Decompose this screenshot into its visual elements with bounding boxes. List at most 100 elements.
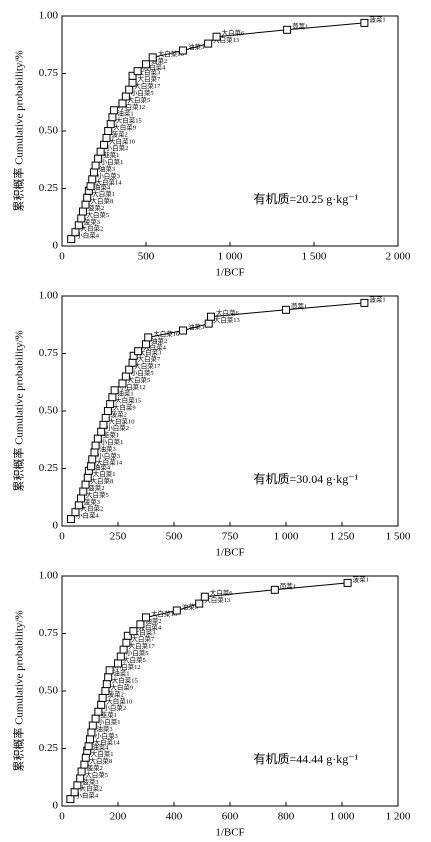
point-label: 大白菜16 — [153, 329, 180, 338]
point-label: 大白菜5 — [127, 375, 150, 384]
point — [108, 113, 117, 122]
y-tick-label: 0.50 — [39, 405, 59, 417]
point — [212, 32, 221, 41]
point — [79, 487, 88, 496]
panel: 0 0.25 0.50 0.75 1.00 0 200 400 600 800 1 000 1 200… — [12, 570, 411, 839]
point-label: 小白菜2 — [106, 423, 129, 432]
point-label: 油菜4 — [92, 742, 109, 751]
y-tick-label: 1.00 — [39, 290, 59, 302]
y-tick-label: 1.00 — [39, 570, 59, 582]
point-label: 大白菜4 — [138, 623, 162, 632]
x-axis-label: 1/BCF — [215, 267, 244, 279]
point — [74, 221, 83, 230]
point-label: 茼蒿1 — [280, 581, 296, 590]
y-tick-label: 0.50 — [39, 685, 59, 697]
point-label: 大白菜5 — [85, 770, 108, 779]
y-axis-label: 累积概率 Cumulative probability/% — [12, 330, 26, 491]
point-label: 大白菜13 — [213, 35, 239, 44]
point-label: 大白菜4 — [143, 63, 167, 72]
point-label: 油菜2 — [151, 56, 167, 65]
point-label: 小白菜4 — [76, 511, 100, 520]
point — [87, 462, 96, 471]
x-tick-label: 500 — [138, 251, 155, 263]
x-tick-label: 600 — [222, 811, 239, 823]
point — [83, 473, 92, 482]
point — [81, 753, 90, 762]
point — [99, 420, 108, 429]
point — [67, 235, 76, 244]
point-label: 油菜2 — [151, 336, 167, 345]
point — [204, 319, 213, 328]
point-label: 茼蒿1 — [291, 301, 307, 310]
point — [106, 120, 115, 129]
point — [129, 627, 138, 636]
point — [76, 774, 85, 783]
point-label: 大白菜9 — [113, 402, 136, 411]
point-label: 韭菜1 — [103, 430, 119, 439]
y-tick-label: 1.00 — [39, 10, 59, 22]
x-tick-label: 1 000 — [330, 811, 355, 823]
point-label: 大白菜7 — [131, 634, 155, 643]
point-label: 大白菜3 — [139, 347, 162, 356]
point — [104, 127, 113, 135]
point-label: 小白菜4 — [76, 231, 100, 240]
point-label: 大白菜7 — [138, 74, 162, 83]
point-label: 大白菜16 — [158, 49, 185, 58]
point — [101, 687, 110, 695]
point-label: 大白菜5 — [86, 210, 109, 219]
point-label: 大白菜2 — [80, 224, 103, 233]
panel: 0 0.25 0.50 0.75 1.00 0 250 500 750 1 000 1 250 1 5… — [12, 290, 411, 559]
point-label: 大白菜2 — [80, 784, 103, 793]
point — [97, 700, 106, 709]
point — [128, 78, 137, 87]
point — [101, 413, 110, 422]
point — [94, 154, 103, 163]
point-label: 大白菜17 — [134, 361, 161, 370]
y-tick-label: 0.25 — [39, 742, 59, 754]
point-label: 小白菜1 — [98, 717, 121, 726]
y-tick-label: 0 — [53, 800, 59, 812]
point-label: 大白菜14 — [96, 178, 123, 187]
y-tick-label: 0.75 — [39, 627, 59, 639]
point — [106, 400, 115, 409]
point-label: 油菜1 — [113, 669, 129, 678]
point — [77, 494, 86, 503]
x-tick-label: 400 — [166, 811, 183, 823]
point — [66, 795, 75, 804]
point — [144, 333, 153, 342]
point-label: 小白菜5 — [126, 648, 149, 657]
point — [119, 645, 128, 654]
point — [148, 53, 157, 62]
point — [360, 18, 369, 27]
point-label: 大白菜16 — [151, 609, 178, 618]
point-label: 油菜3 — [188, 42, 204, 51]
panel: 0 0.25 0.50 0.75 1.00 0 500 1 000 1 500 2 000 1/BC… — [12, 10, 411, 279]
point-label: 小白菜12 — [119, 102, 145, 111]
y-tick-label: 0.25 — [39, 462, 59, 474]
point-label: 大白菜10 — [109, 136, 135, 145]
point — [93, 434, 102, 443]
point — [122, 638, 131, 647]
point — [70, 788, 79, 797]
point — [118, 99, 127, 108]
x-tick-label: 1 200 — [386, 811, 411, 823]
point — [121, 92, 130, 101]
point — [100, 140, 108, 149]
point — [77, 767, 86, 776]
point — [108, 393, 117, 402]
point — [114, 659, 122, 668]
point — [89, 168, 98, 177]
point-label: 小白菜12 — [120, 382, 146, 391]
point-label: 韭菜1 — [101, 710, 117, 719]
point — [142, 340, 150, 349]
x-axis-label: 1/BCF — [215, 547, 244, 559]
x-tick-label: 2 000 — [386, 251, 411, 263]
point-label: 菠菜1 — [369, 14, 385, 23]
x-tick-label: 500 — [166, 531, 183, 543]
point-label: 菠菜2 — [87, 763, 103, 772]
point — [128, 71, 137, 80]
point — [129, 351, 138, 360]
point — [200, 592, 209, 601]
point-label: 菠菜3 — [84, 217, 100, 226]
